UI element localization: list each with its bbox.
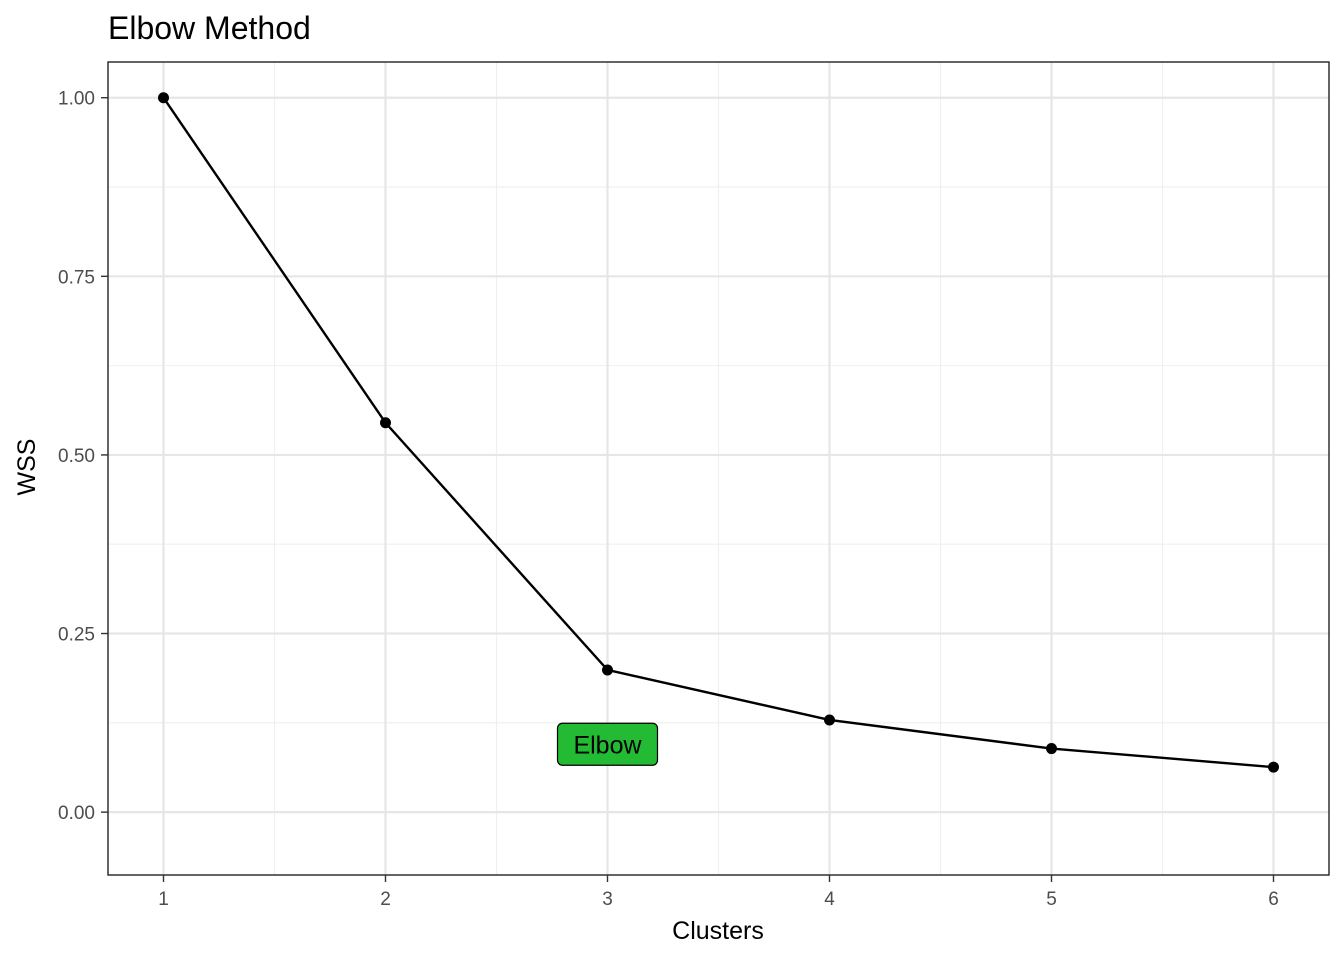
x-tick-label: 5 [1046,889,1057,910]
y-axis-title: WSS [13,439,41,496]
major-gridlines [108,62,1329,875]
y-tick-label: 1.00 [58,89,95,110]
wss-line [162,97,1274,769]
wss-point [158,92,169,104]
y-axis: 0.00 0.25 0.50 0.75 1.00 [58,89,108,824]
x-axis: 1 2 3 4 5 6 [158,875,1279,910]
wss-point [380,417,391,429]
wss-point [602,664,613,676]
y-tick-label: 0.25 [58,625,95,646]
panel-border [107,61,1330,876]
chart-title: Elbow Method [108,10,311,46]
elbow-label: Elbow [573,731,642,759]
elbow-label-box [556,722,659,766]
x-tick-label: 1 [158,889,169,910]
wss-series [162,97,1274,769]
wss-point [824,714,835,726]
wss-point [1046,743,1057,755]
x-axis-title: Clusters [672,917,764,945]
minor-gridlines [108,62,1329,875]
y-tick-label: 0.50 [58,446,95,467]
wss-points [158,92,1279,773]
x-tick-label: 3 [602,889,613,910]
y-tick-label: 0.75 [58,267,95,288]
wss-point [1268,761,1279,773]
annotations: Elbow [556,722,659,766]
x-tick-label: 4 [824,889,835,910]
y-tick-label: 0.00 [58,803,95,824]
x-tick-label: 6 [1268,889,1279,910]
x-tick-label: 2 [380,889,391,910]
